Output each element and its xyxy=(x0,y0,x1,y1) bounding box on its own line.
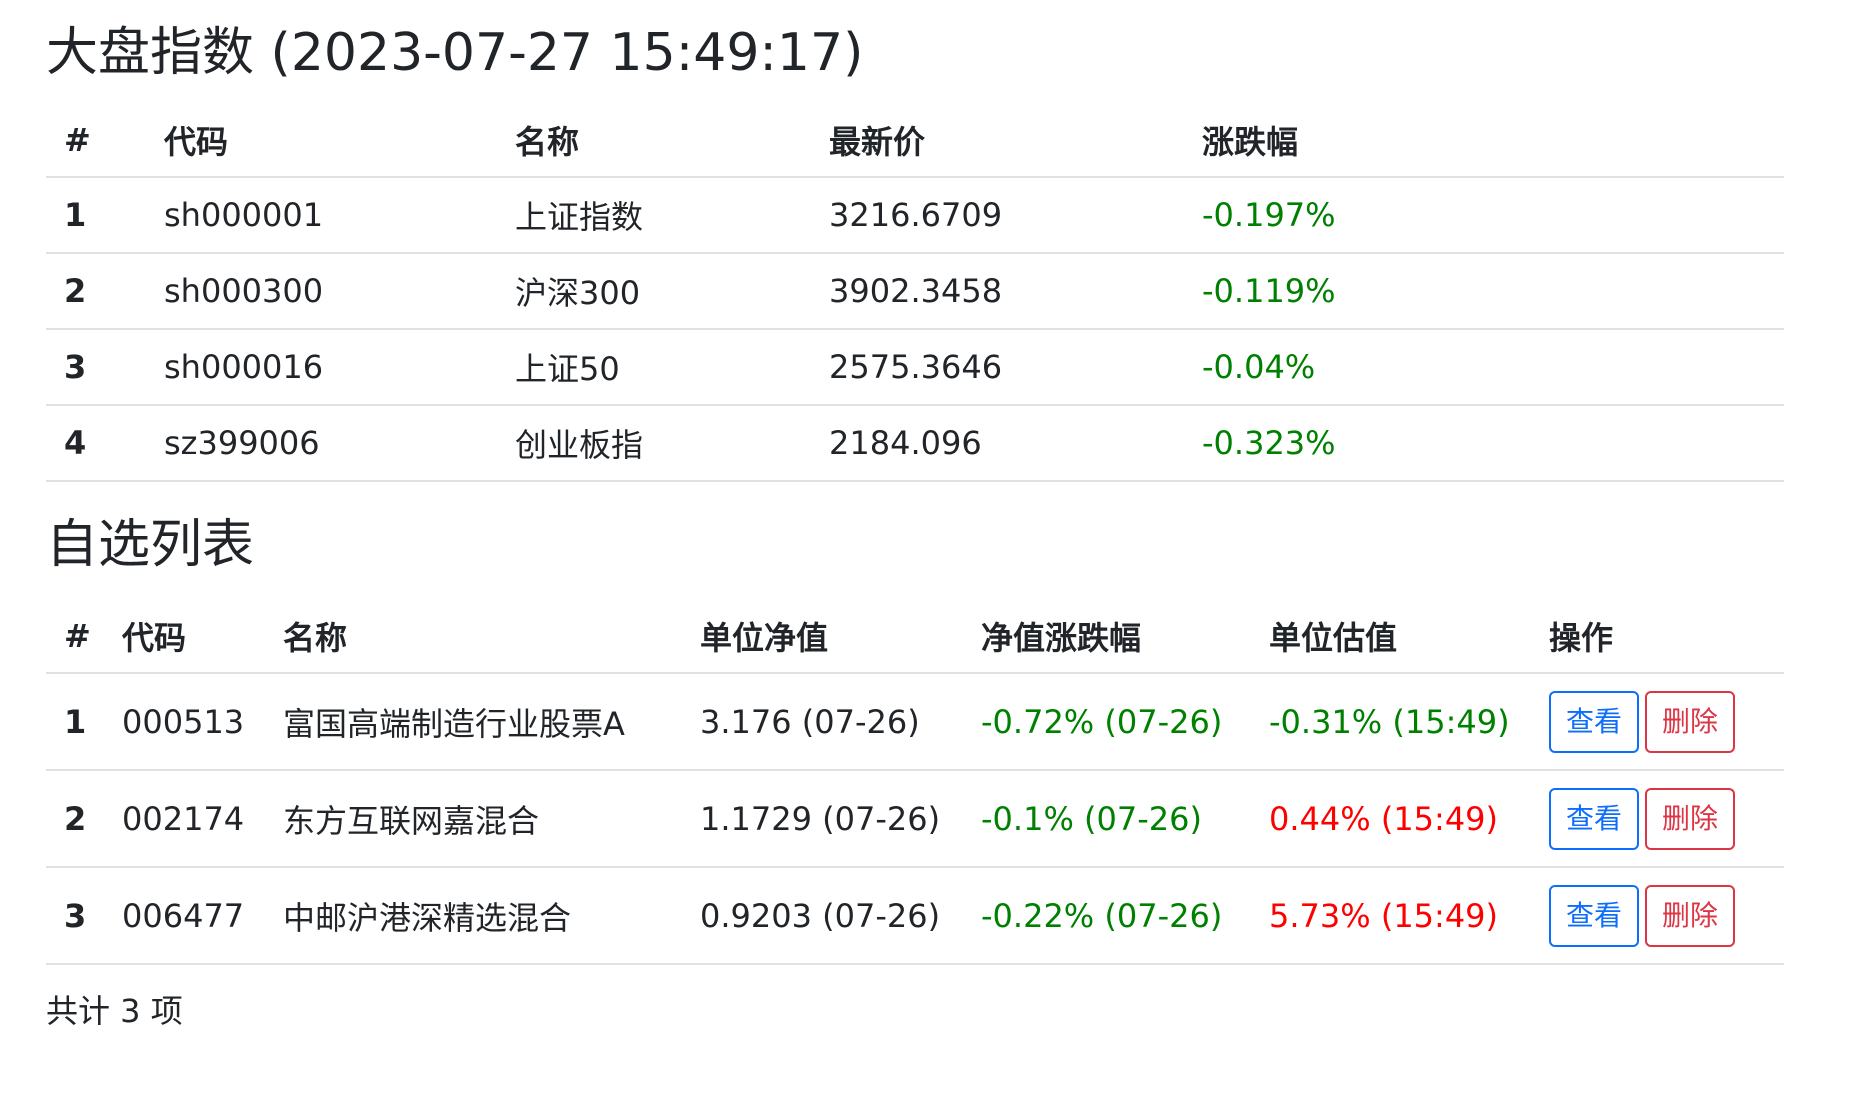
table-row: 1 sh000001 上证指数 3216.6709 -0.197% xyxy=(46,177,1784,254)
column-header-unit-nav: 单位净值 xyxy=(682,600,963,674)
delete-button[interactable]: 删除 xyxy=(1645,690,1736,753)
row-number: 2 xyxy=(46,770,104,868)
table-row: 1 000513 富国高端制造行业股票A 3.176 (07-26) -0.72… xyxy=(46,673,1784,771)
fund-nav-change: -0.72% (07-26) xyxy=(963,673,1251,771)
index-name: 创业板指 xyxy=(497,405,811,482)
index-code: sh000300 xyxy=(146,253,497,330)
table-row: 4 sz399006 创业板指 2184.096 -0.323% xyxy=(46,405,1784,482)
index-code: sh000001 xyxy=(146,177,497,254)
table-row: 3 006477 中邮沪港深精选混合 0.9203 (07-26) -0.22%… xyxy=(46,867,1784,965)
fund-code: 002174 xyxy=(104,770,265,868)
column-header-number: # xyxy=(46,104,146,178)
table-row: 2 002174 东方互联网嘉混合 1.1729 (07-26) -0.1% (… xyxy=(46,770,1784,868)
fund-nav-change: -0.22% (07-26) xyxy=(963,867,1251,965)
index-code: sh000016 xyxy=(146,329,497,406)
fund-nav: 1.1729 (07-26) xyxy=(682,770,963,868)
index-name: 上证50 xyxy=(497,329,811,406)
row-number: 3 xyxy=(46,867,104,965)
market-index-title: 大盘指数 (2023-07-27 15:49:17) xyxy=(46,23,864,83)
fund-name: 富国高端制造行业股票A xyxy=(265,673,682,771)
column-header-unit-estimate: 单位估值 xyxy=(1251,600,1531,674)
fund-nav: 0.9203 (07-26) xyxy=(682,867,963,965)
column-header-latest-price: 最新价 xyxy=(811,104,1184,178)
column-header-name: 名称 xyxy=(265,600,682,674)
row-number: 1 xyxy=(46,177,146,254)
view-button[interactable]: 查看 xyxy=(1549,787,1640,850)
column-header-code: 代码 xyxy=(146,104,497,178)
row-actions: 查看 删除 xyxy=(1531,867,1784,965)
row-actions: 查看 删除 xyxy=(1531,673,1784,771)
table-row: 2 sh000300 沪深300 3902.3458 -0.119% xyxy=(46,253,1784,330)
fund-name: 东方互联网嘉混合 xyxy=(265,770,682,868)
row-actions: 查看 删除 xyxy=(1531,770,1784,868)
index-price: 2184.096 xyxy=(811,405,1184,482)
column-header-name: 名称 xyxy=(497,104,811,178)
market-index-table: # 代码 名称 最新价 涨跌幅 1 sh000001 上证指数 3216.670… xyxy=(46,104,1784,482)
watchlist-title: 自选列表 xyxy=(46,515,255,575)
total-count: 共计 3 项 xyxy=(46,992,183,1030)
index-price: 3902.3458 xyxy=(811,253,1184,330)
view-button[interactable]: 查看 xyxy=(1549,690,1640,753)
index-name: 沪深300 xyxy=(497,253,811,330)
table-header-row: # 代码 名称 单位净值 净值涨跌幅 单位估值 操作 xyxy=(46,600,1784,674)
delete-button[interactable]: 删除 xyxy=(1645,787,1736,850)
column-header-actions: 操作 xyxy=(1531,600,1784,674)
column-header-number: # xyxy=(46,600,104,674)
index-change: -0.323% xyxy=(1184,405,1784,482)
column-header-nav-change: 净值涨跌幅 xyxy=(963,600,1251,674)
column-header-code: 代码 xyxy=(104,600,265,674)
row-number: 3 xyxy=(46,329,146,406)
index-price: 2575.3646 xyxy=(811,329,1184,406)
index-code: sz399006 xyxy=(146,405,497,482)
index-change: -0.04% xyxy=(1184,329,1784,406)
fund-nav: 3.176 (07-26) xyxy=(682,673,963,771)
fund-estimate: 0.44% (15:49) xyxy=(1251,770,1531,868)
fund-estimate: 5.73% (15:49) xyxy=(1251,867,1531,965)
row-number: 1 xyxy=(46,673,104,771)
index-change: -0.197% xyxy=(1184,177,1784,254)
watchlist-table: # 代码 名称 单位净值 净值涨跌幅 单位估值 操作 1 000513 富国高端… xyxy=(46,600,1784,965)
fund-code: 000513 xyxy=(104,673,265,771)
index-change: -0.119% xyxy=(1184,253,1784,330)
delete-button[interactable]: 删除 xyxy=(1645,884,1736,947)
fund-estimate: -0.31% (15:49) xyxy=(1251,673,1531,771)
row-number: 4 xyxy=(46,405,146,482)
column-header-change: 涨跌幅 xyxy=(1184,104,1784,178)
fund-nav-change: -0.1% (07-26) xyxy=(963,770,1251,868)
fund-name: 中邮沪港深精选混合 xyxy=(265,867,682,965)
table-header-row: # 代码 名称 最新价 涨跌幅 xyxy=(46,104,1784,178)
index-price: 3216.6709 xyxy=(811,177,1184,254)
view-button[interactable]: 查看 xyxy=(1549,884,1640,947)
index-name: 上证指数 xyxy=(497,177,811,254)
table-row: 3 sh000016 上证50 2575.3646 -0.04% xyxy=(46,329,1784,406)
fund-code: 006477 xyxy=(104,867,265,965)
row-number: 2 xyxy=(46,253,146,330)
